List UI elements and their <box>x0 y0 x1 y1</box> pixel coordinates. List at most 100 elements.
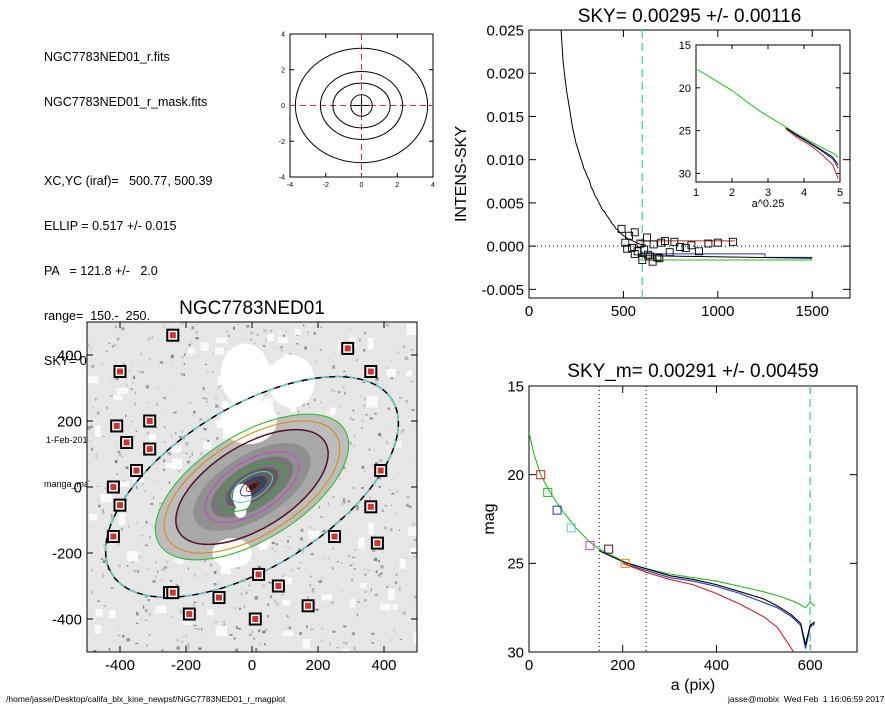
noise-speck <box>383 602 385 605</box>
noise-speck <box>362 568 366 570</box>
sky-point <box>643 233 651 242</box>
sky-point <box>655 254 664 263</box>
mask-patch <box>206 609 214 616</box>
noise-speck <box>155 561 157 564</box>
noise-speck <box>390 377 394 380</box>
noise-speck <box>413 554 415 558</box>
noise-speck <box>200 513 204 516</box>
noise-speck <box>405 404 409 407</box>
noise-speck <box>392 470 395 472</box>
noise-speck <box>259 642 261 645</box>
noise-speck <box>400 422 403 425</box>
sky-point <box>728 237 737 246</box>
noise-speck <box>254 651 258 652</box>
noise-speck <box>273 347 276 350</box>
noise-speck <box>321 438 323 441</box>
mag-marker <box>604 544 614 554</box>
inset-curve-black <box>785 127 839 166</box>
noise-speck <box>374 462 378 464</box>
mask-patch <box>368 522 375 535</box>
noise-speck <box>145 520 148 524</box>
noise-speck <box>411 348 414 351</box>
noise-speck <box>362 381 366 384</box>
noise-speck <box>281 435 284 438</box>
contour-level <box>350 94 373 117</box>
noise-speck <box>101 547 103 552</box>
noise-speck <box>231 380 233 382</box>
noise-speck <box>246 325 250 328</box>
mask-patch <box>284 363 292 376</box>
noise-speck <box>244 368 247 371</box>
noise-speck <box>102 575 104 578</box>
noise-speck <box>337 390 341 394</box>
noise-speck <box>324 458 327 462</box>
noise-speck <box>169 597 172 600</box>
noise-speck <box>394 333 398 335</box>
noise-speck <box>164 543 167 546</box>
mask-patch <box>222 401 229 409</box>
noise-speck <box>248 634 252 636</box>
sky-xtick-label: 1000 <box>701 303 734 320</box>
mask-region <box>268 355 315 408</box>
noise-speck <box>232 527 236 531</box>
noise-speck <box>375 382 378 384</box>
sky-point <box>633 247 642 256</box>
sky-box-outer <box>364 365 378 378</box>
noise-speck <box>414 599 416 602</box>
sky-box-outer <box>271 579 285 593</box>
noise-speck <box>414 462 417 467</box>
noise-speck <box>312 380 315 384</box>
noise-speck <box>185 644 187 647</box>
noise-speck <box>322 466 324 470</box>
sky-box-outer <box>364 500 378 514</box>
inset-xlabel: a^0.25 <box>752 198 785 210</box>
mag-curve-black <box>599 550 816 646</box>
noise-speck <box>326 412 329 416</box>
noise-speck <box>351 510 355 512</box>
noise-speck <box>371 483 374 487</box>
noise-speck <box>261 585 263 588</box>
noise-speck <box>412 527 414 529</box>
noise-speck <box>196 628 201 630</box>
sky-point <box>676 243 685 251</box>
noise-speck <box>415 555 417 559</box>
noise-speck <box>261 584 265 588</box>
mag-xtick-label: 600 <box>798 657 823 674</box>
sky-box-inner <box>367 503 374 510</box>
noise-speck <box>332 419 335 421</box>
noise-speck <box>180 646 183 649</box>
sky-point <box>630 228 639 237</box>
mag-curve-blue <box>622 562 816 649</box>
noise-speck <box>334 615 337 617</box>
noise-speck <box>217 595 220 599</box>
noise-speck <box>395 573 398 576</box>
noise-speck <box>366 569 371 571</box>
sky-box-inner <box>331 533 338 540</box>
noise-speck <box>262 345 266 347</box>
noise-speck <box>243 405 245 408</box>
noise-speck <box>304 346 307 350</box>
noise-speck <box>149 536 151 539</box>
noise-speck <box>102 556 105 561</box>
sky-point <box>621 238 630 247</box>
noise-speck <box>201 627 203 631</box>
sky-point <box>681 243 690 252</box>
noise-speck <box>234 607 237 609</box>
mask-patch <box>258 538 268 550</box>
mask-patch <box>348 337 356 349</box>
noise-speck <box>341 466 346 470</box>
noise-speck <box>284 545 288 548</box>
noise-speck <box>110 587 114 589</box>
noise-speck <box>187 644 189 647</box>
noise-speck <box>315 554 317 557</box>
noise-speck <box>259 513 262 516</box>
noise-speck <box>165 526 169 529</box>
noise-speck <box>278 412 281 415</box>
noise-speck <box>187 575 191 579</box>
mask-patch <box>127 551 139 562</box>
noise-speck <box>275 370 279 373</box>
mask-patch <box>223 428 229 439</box>
noise-speck <box>268 581 272 584</box>
noise-speck <box>412 522 416 526</box>
mag-marker <box>552 505 562 515</box>
